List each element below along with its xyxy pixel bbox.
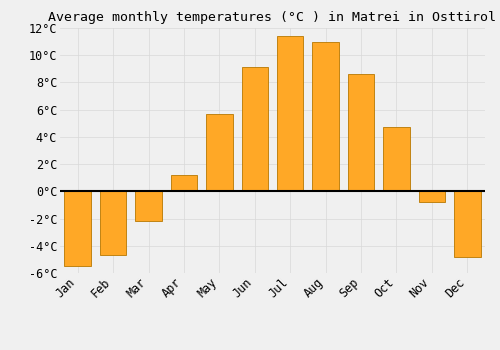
Bar bbox=[206, 114, 233, 191]
Title: Average monthly temperatures (°C ) in Matrei in Osttirol: Average monthly temperatures (°C ) in Ma… bbox=[48, 11, 496, 24]
Bar bbox=[418, 191, 445, 202]
Bar bbox=[312, 42, 339, 191]
Bar bbox=[454, 191, 480, 257]
Bar bbox=[100, 191, 126, 255]
Bar bbox=[170, 175, 197, 191]
Bar bbox=[348, 74, 374, 191]
Bar bbox=[277, 36, 303, 191]
Bar bbox=[242, 68, 268, 191]
Bar bbox=[383, 127, 409, 191]
Bar bbox=[64, 191, 91, 266]
Bar bbox=[136, 191, 162, 221]
